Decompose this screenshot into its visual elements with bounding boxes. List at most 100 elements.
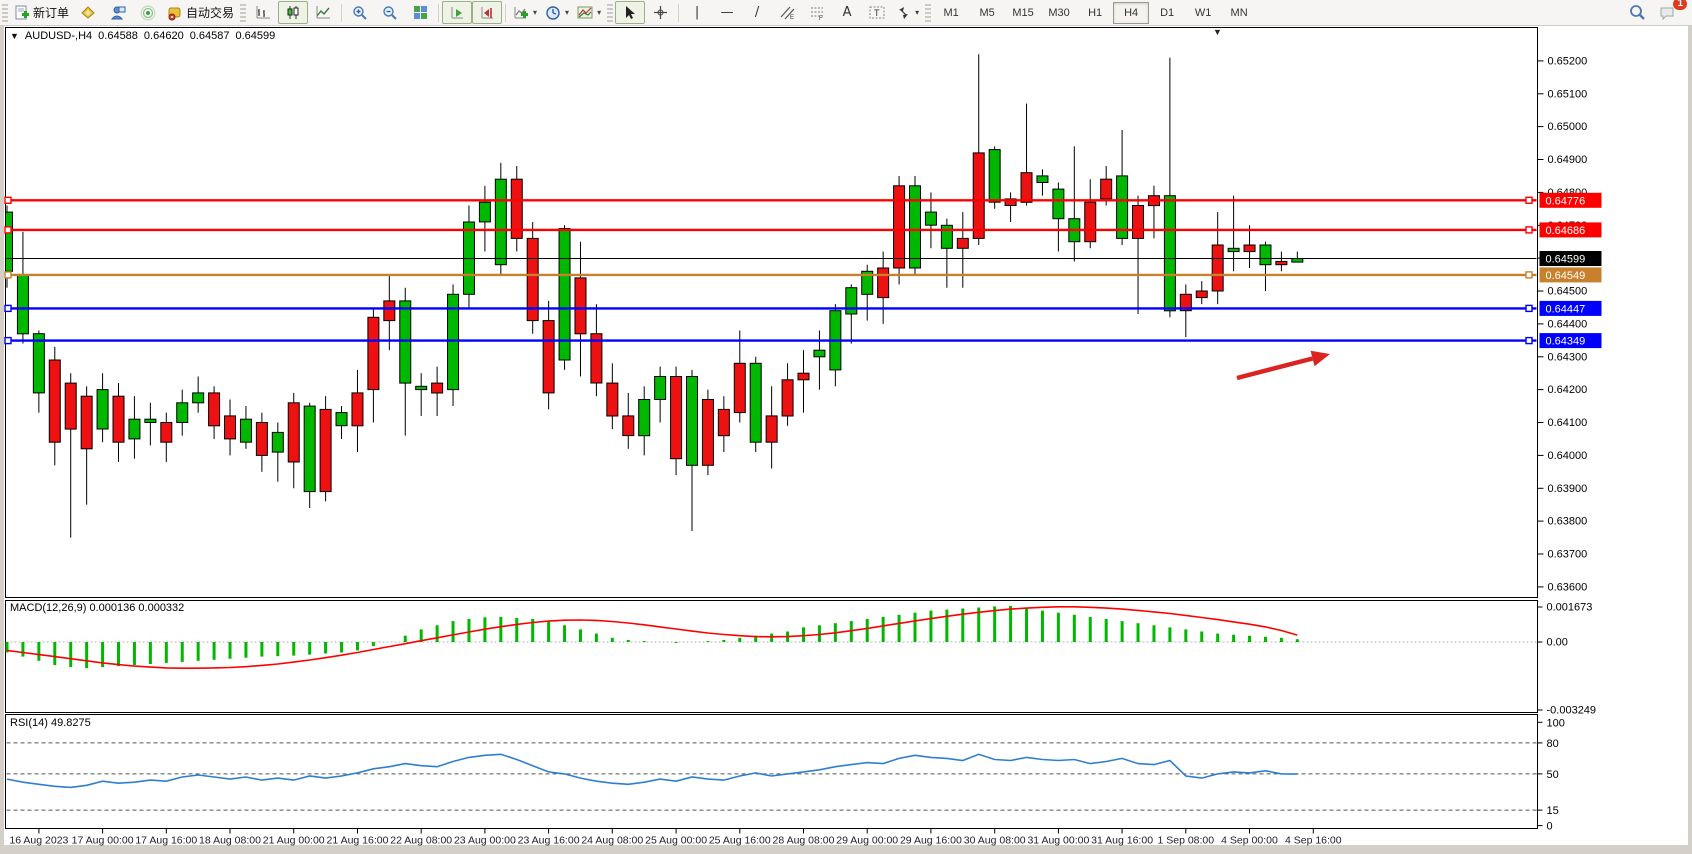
vertical-line-button[interactable]: |: [694, 5, 700, 20]
line-chart-icon: [315, 6, 330, 19]
line-chart-button[interactable]: [308, 1, 338, 24]
svg-text:0.65000: 0.65000: [1548, 121, 1588, 133]
tile-windows-button[interactable]: [405, 1, 435, 24]
tile-windows-icon: [413, 6, 427, 19]
svg-text:29 Aug 00:00: 29 Aug 00:00: [836, 835, 898, 847]
signals-icon: [140, 5, 156, 20]
chat-button[interactable]: 1: [1652, 0, 1687, 24]
svg-text:0.64500: 0.64500: [1548, 286, 1588, 298]
arrows-icon: [899, 7, 909, 19]
periods-button[interactable]: ▾: [541, 1, 573, 24]
search-icon: [1629, 5, 1645, 20]
macd-indicator-label: MACD(12,26,9) 0.000136 0.000332: [10, 602, 185, 614]
toolbar-grip[interactable]: [925, 3, 932, 22]
tf-h1-button[interactable]: H1: [1088, 6, 1103, 19]
svg-text:28 Aug 08:00: 28 Aug 08:00: [773, 835, 835, 847]
periods-icon: [546, 5, 560, 20]
new-order-button[interactable]: 新订单: [10, 1, 73, 24]
svg-text:23 Aug 16:00: 23 Aug 16:00: [518, 835, 580, 847]
svg-text:18 Aug 08:00: 18 Aug 08:00: [199, 835, 261, 847]
candlestick-button[interactable]: [278, 1, 309, 24]
svg-text:0.64300: 0.64300: [1548, 351, 1588, 363]
text-label-button[interactable]: T: [862, 1, 892, 24]
zoom-out-button[interactable]: [375, 1, 405, 24]
toolbar-grip[interactable]: [607, 3, 614, 22]
svg-text:4 Sep 16:00: 4 Sep 16:00: [1285, 835, 1342, 847]
indicators-icon: [514, 6, 529, 18]
autotrading-label: 自动交易: [186, 6, 235, 20]
one-click-trading-arrow[interactable]: ▼: [10, 31, 19, 41]
tf-mn-button[interactable]: MN: [1230, 6, 1248, 19]
channel-button[interactable]: E: [772, 1, 802, 24]
indicators-button[interactable]: ▾: [509, 1, 541, 24]
search-button[interactable]: [1622, 1, 1652, 24]
svg-text:25 Aug 16:00: 25 Aug 16:00: [709, 835, 771, 847]
templates-button[interactable]: ▾: [573, 1, 605, 24]
rsi-indicator-label: RSI(14) 49.8275: [10, 717, 91, 729]
new-order-icon: [15, 5, 29, 19]
bar-chart-button[interactable]: [248, 1, 278, 24]
chart-shift-icon: [481, 7, 493, 19]
svg-text:0: 0: [1547, 821, 1553, 833]
chart-low: 0.64587: [189, 30, 230, 42]
fibonacci-icon: F: [811, 7, 824, 20]
svg-text:17 Aug 16:00: 17 Aug 16:00: [135, 835, 197, 847]
chart-open: 0.64588: [98, 30, 138, 42]
svg-text:0.63900: 0.63900: [1548, 483, 1588, 495]
cursor-button[interactable]: [615, 1, 646, 24]
svg-text:0.64900: 0.64900: [1548, 154, 1588, 166]
horizontal-line-button[interactable]: —: [720, 5, 734, 20]
metaeditor-button[interactable]: [73, 1, 103, 24]
toolbar-grip[interactable]: [240, 3, 247, 22]
trendline-button[interactable]: /: [754, 5, 760, 20]
tf-d1-button[interactable]: D1: [1160, 6, 1175, 19]
signals-button[interactable]: [133, 1, 163, 24]
community-button[interactable]: [103, 1, 133, 24]
svg-text:80: 80: [1547, 738, 1559, 750]
cursor-icon: [626, 6, 636, 19]
tf-m15-button[interactable]: M15: [1012, 6, 1034, 19]
chart-close: 0.64599: [235, 30, 276, 42]
crosshair-button[interactable]: [645, 1, 675, 24]
chart-shift-button[interactable]: [472, 1, 503, 24]
svg-text:4 Sep 00:00: 4 Sep 00:00: [1221, 835, 1278, 847]
tf-m30-button[interactable]: M30: [1048, 6, 1070, 19]
svg-text:21 Aug 00:00: 21 Aug 00:00: [263, 835, 325, 847]
svg-text:15: 15: [1547, 805, 1559, 817]
chart-high: 0.64620: [143, 30, 184, 42]
community-icon: [110, 6, 126, 19]
svg-text:0.64200: 0.64200: [1548, 384, 1588, 396]
tf-h4-button[interactable]: H4: [1113, 1, 1150, 24]
svg-text:0.65100: 0.65100: [1548, 88, 1588, 100]
svg-text:0.001673: 0.001673: [1547, 602, 1593, 614]
bar-chart-icon: [256, 6, 270, 19]
toolbar-grip[interactable]: [2, 3, 8, 22]
svg-text:30 Aug 08:00: 30 Aug 08:00: [964, 835, 1026, 847]
autotrading-button[interactable]: 自动交易: [163, 1, 238, 24]
svg-text:17 Aug 00:00: 17 Aug 00:00: [72, 835, 134, 847]
tf-w1-button[interactable]: W1: [1194, 6, 1212, 19]
text-button[interactable]: A: [842, 5, 852, 20]
arrows-button[interactable]: ▾: [892, 1, 923, 24]
svg-text:0.64549: 0.64549: [1546, 270, 1586, 282]
svg-text:0.65200: 0.65200: [1548, 55, 1588, 67]
svg-text:0.64349: 0.64349: [1546, 336, 1586, 348]
zoom-out-icon: [383, 5, 397, 20]
auto-scroll-button[interactable]: [442, 1, 473, 24]
auto-scroll-icon: [451, 7, 463, 19]
templates-icon: [577, 6, 593, 18]
svg-text:0.63600: 0.63600: [1548, 581, 1588, 593]
tf-m5-button[interactable]: M5: [979, 6, 995, 19]
tf-m1-button[interactable]: M1: [943, 6, 959, 19]
svg-text:31 Aug 16:00: 31 Aug 16:00: [1091, 835, 1153, 847]
zoom-in-button[interactable]: [345, 1, 375, 24]
chevron-down-icon: ▾: [533, 8, 538, 17]
fibonacci-button[interactable]: F: [802, 1, 832, 24]
new-order-label: 新订单: [33, 6, 70, 20]
svg-text:0.64400: 0.64400: [1548, 318, 1588, 330]
svg-text:16 Aug 2023: 16 Aug 2023: [9, 835, 68, 847]
chart-shift-marker[interactable]: ▼: [1213, 27, 1222, 37]
svg-text:29 Aug 16:00: 29 Aug 16:00: [900, 835, 962, 847]
